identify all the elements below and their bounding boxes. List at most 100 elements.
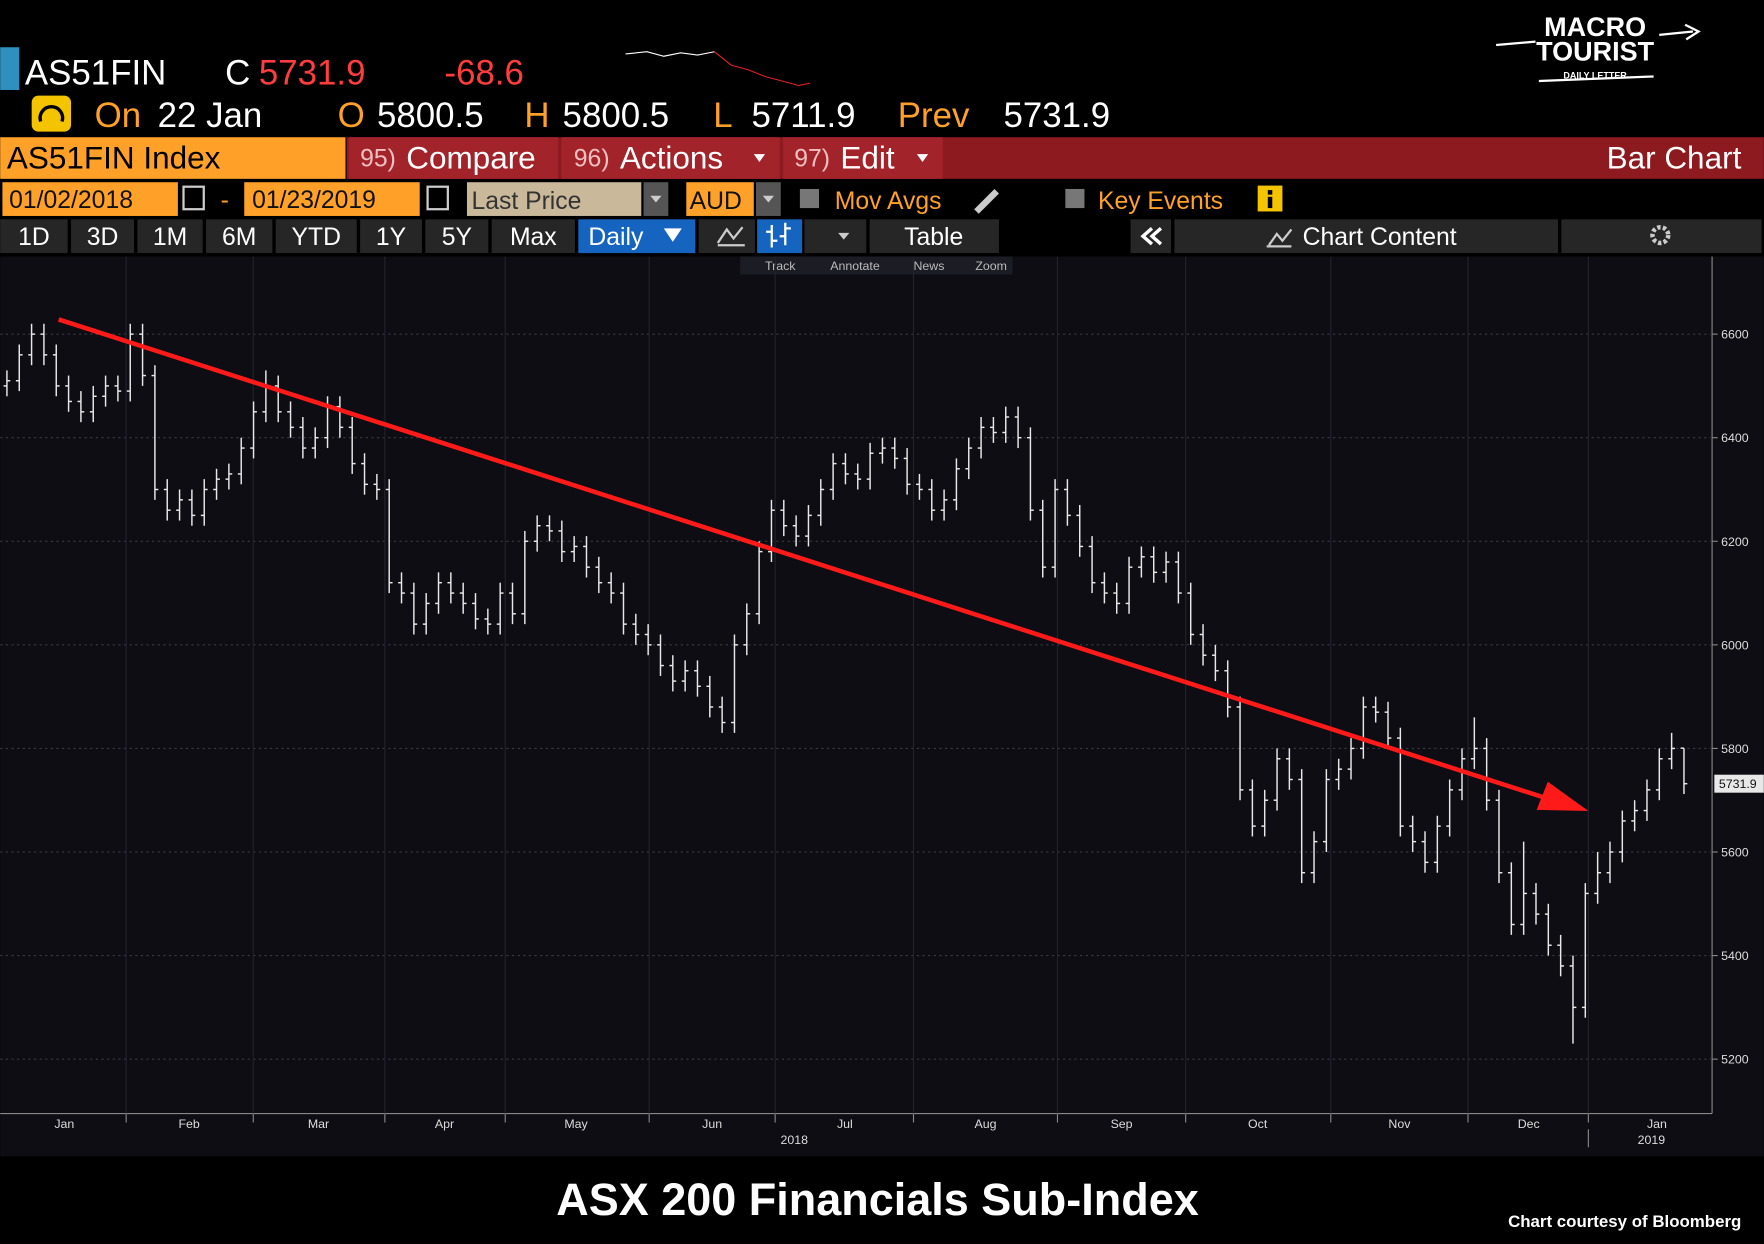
dropdown-arrow	[838, 232, 850, 240]
period-button[interactable]	[0, 219, 68, 254]
mov-avgs-checkbox[interactable]	[799, 188, 820, 209]
edit-label: Edit	[840, 140, 895, 176]
x-tick-label: Dec	[1518, 1117, 1540, 1131]
credit: Chart courtesy of Bloomberg	[1508, 1212, 1741, 1231]
end-date: 01/23/2019	[252, 187, 376, 214]
compare-button[interactable]	[348, 137, 559, 179]
x-tick-label: May	[564, 1117, 588, 1131]
tool-label: Track	[765, 259, 796, 273]
chart: 5200 5400 5600 5800 6000 6200 6400 6600 Jan Feb Ma…	[0, 256, 1764, 1148]
period-button[interactable]	[360, 219, 422, 254]
period-button[interactable]	[275, 219, 357, 254]
x-tick-label: Jul	[837, 1117, 853, 1131]
chart-content-icon	[1266, 228, 1293, 248]
frequency: Daily	[588, 224, 644, 251]
tool-label: Annotate	[830, 259, 880, 273]
x-tick-label: Apr	[435, 1117, 454, 1131]
chart-content-button[interactable]	[1174, 219, 1558, 254]
tool-label: Zoom	[975, 259, 1007, 273]
plot-area	[0, 256, 1764, 1157]
year-label: 2019	[1638, 1133, 1666, 1147]
period-buttons: 1D 3D 1M 6M YTD 1Y 5Y Max	[0, 219, 575, 254]
period-label: YTD	[291, 224, 340, 251]
info-glyph	[1267, 190, 1273, 195]
period-label: 1Y	[376, 224, 406, 251]
period-label: 1D	[18, 224, 50, 251]
y-tick-label: 6000	[1721, 638, 1749, 652]
tools-bar	[740, 256, 1013, 275]
line-icon-button[interactable]	[698, 219, 755, 254]
start-date-box[interactable]	[2, 182, 178, 216]
x-tick-label: Sep	[1111, 1117, 1133, 1131]
prev-value: 5731.9	[1003, 96, 1110, 135]
currency-box[interactable]	[686, 182, 754, 216]
start-date: 01/02/2018	[9, 187, 133, 214]
calendar-icon[interactable]	[426, 185, 449, 211]
style-dropdown[interactable]	[804, 219, 867, 254]
logo-line2: TOURIST	[1536, 37, 1654, 67]
high-label: H	[524, 96, 549, 135]
field: Last Price	[471, 188, 581, 215]
table-button[interactable]	[869, 219, 999, 254]
open-value: 5800.5	[377, 96, 484, 135]
x-tick-label: Oct	[1248, 1117, 1268, 1131]
x-tick-label: Aug	[974, 1117, 996, 1131]
actions-label: Actions	[620, 140, 723, 176]
chart-title: ASX 200 Financials Sub-Index	[556, 1174, 1198, 1225]
logo-arrows	[1496, 23, 1701, 83]
x-tick-label: Jan	[54, 1117, 74, 1131]
close-label: C	[225, 53, 250, 92]
menu-bar	[346, 137, 1764, 179]
high-value: 5800.5	[563, 96, 670, 135]
gauge-icon[interactable]	[31, 95, 72, 132]
compare-label: Compare	[406, 140, 536, 176]
period-label: 3D	[87, 224, 119, 251]
x-tick-label: Jun	[702, 1117, 722, 1131]
dropdown-arrow	[916, 154, 929, 162]
last-price-tag	[1714, 774, 1764, 793]
gauge-glyph	[38, 105, 65, 122]
period-button[interactable]	[206, 219, 273, 254]
open-label: O	[338, 96, 365, 135]
y-tick-label: 5200	[1721, 1053, 1749, 1067]
period-button[interactable]	[137, 219, 203, 254]
period-button[interactable]	[71, 219, 135, 254]
dropdown-arrow	[663, 228, 682, 242]
y-tick-label: 6600	[1721, 328, 1749, 342]
tool-label: News	[913, 259, 944, 273]
y-tick-label: 5400	[1721, 949, 1749, 963]
security: AS51FIN Index	[7, 140, 221, 176]
edit-button[interactable]	[783, 137, 943, 179]
x-tick-label: Jan	[1647, 1117, 1667, 1131]
tools: Track Annotate News Zoom	[765, 259, 1007, 273]
security-box[interactable]	[0, 137, 346, 179]
mov-avgs: Mov Avgs	[835, 188, 942, 215]
period-label: 5Y	[442, 224, 472, 251]
period-button[interactable]	[425, 219, 489, 254]
x-tick-label: Feb	[178, 1117, 199, 1131]
settings-button[interactable]	[1561, 219, 1762, 254]
low-value: 5711.9	[752, 96, 856, 135]
price-change: -68.6	[444, 53, 523, 92]
end-date-box[interactable]	[244, 182, 420, 216]
gear-icon	[1650, 224, 1671, 246]
calendar-icon[interactable]	[182, 185, 205, 211]
actions-button[interactable]	[561, 137, 780, 179]
chart-content: Chart Content	[1303, 224, 1457, 251]
logo-line1: MACRO	[1544, 12, 1646, 42]
key-events: Key Events	[1098, 188, 1223, 215]
prev-label: Prev	[898, 96, 970, 135]
period-label: 6M	[222, 224, 256, 251]
field-box[interactable]	[466, 182, 642, 216]
x-tick-label: Mar	[308, 1117, 329, 1131]
key-events-checkbox[interactable]	[1065, 188, 1085, 209]
info-glyph	[1267, 196, 1273, 209]
ticker: AS51FIN	[25, 53, 166, 92]
logo-line3: DAILY LETTER	[1563, 71, 1627, 81]
pencil-icon[interactable]	[974, 188, 999, 214]
trend-arrowhead	[1536, 781, 1589, 811]
period-button[interactable]	[491, 219, 575, 254]
compare-num: 95)	[360, 145, 396, 172]
